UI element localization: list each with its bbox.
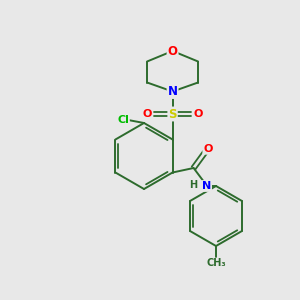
Text: N: N: [168, 85, 178, 98]
Text: O: O: [203, 144, 213, 154]
Text: CH₃: CH₃: [206, 258, 226, 268]
Text: H: H: [190, 180, 198, 190]
Text: O: O: [193, 109, 203, 119]
Text: N: N: [202, 181, 211, 191]
Text: O: O: [143, 109, 152, 119]
Text: S: S: [168, 107, 177, 121]
Text: Cl: Cl: [117, 115, 129, 125]
Text: O: O: [168, 44, 178, 58]
